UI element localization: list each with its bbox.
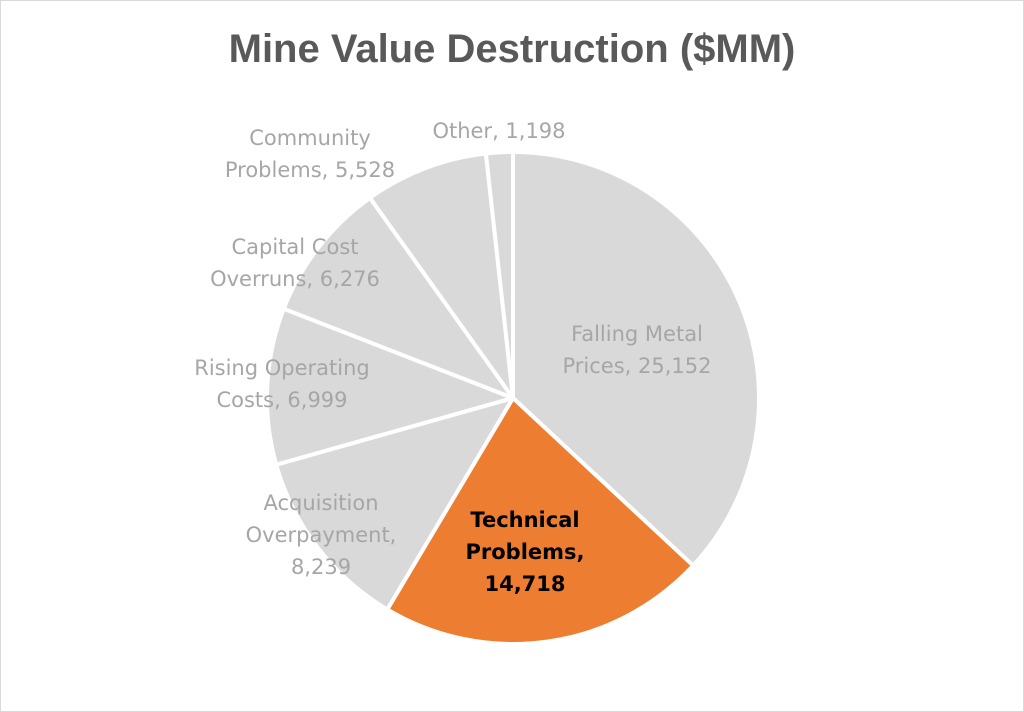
slice-label-line: Capital Cost [232,235,359,259]
slice-data-label: Falling Metal Prices, 25,152 [563,322,712,378]
pie-slice [367,151,515,400]
slice-label-line: Other, 1,198 [432,119,565,143]
pie-slice [265,306,515,467]
slice-label-line: Technical [470,508,579,532]
slice-label-line: Prices, 25,152 [563,354,712,378]
slice-label-line: 8,239 [291,555,351,579]
slice-label-line: Community [249,126,371,150]
pie-slice [483,150,515,400]
slice-data-label: Technical Problems, 14,718 [465,508,584,596]
pie-slice [281,195,515,400]
slice-label-line: Problems, 5,528 [225,158,395,182]
slice-label-line: Falling Metal [571,322,703,346]
chart-title: Mine Value Destruction ($MM) [228,27,796,71]
slice-label-line: Acquisition [263,491,378,515]
slice-label-line: Costs, 6,999 [216,388,347,412]
slice-data-label: Rising Operating Costs, 6,999 [194,356,370,412]
slice-data-label: Community Problems, 5,528 [225,126,395,182]
pie-slice [385,396,696,646]
slice-label-line: Overruns, 6,276 [210,267,380,291]
slice-label-line: Problems, [465,540,584,564]
slice-label-line: Overpayment, [246,523,397,547]
slice-data-label: Acquisition Overpayment, 8,239 [246,491,397,579]
slice-data-label: Capital Cost Overruns, 6,276 [210,235,380,291]
slice-label-line: 14,718 [484,572,565,596]
slice-label-line: Rising Operating [194,356,370,380]
pie-slice [511,150,761,568]
pie-slice [274,396,515,612]
slice-data-label: Other, 1,198 [432,119,565,143]
